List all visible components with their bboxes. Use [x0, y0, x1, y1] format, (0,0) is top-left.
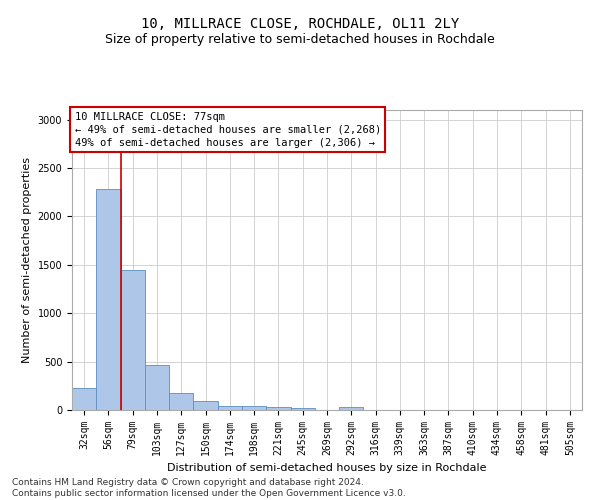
Bar: [290, 408, 315, 410]
Bar: [218, 406, 242, 410]
Bar: [121, 270, 145, 410]
Text: Size of property relative to semi-detached houses in Rochdale: Size of property relative to semi-detach…: [105, 32, 495, 46]
Text: 10 MILLRACE CLOSE: 77sqm
← 49% of semi-detached houses are smaller (2,268)
49% o: 10 MILLRACE CLOSE: 77sqm ← 49% of semi-d…: [74, 112, 381, 148]
Bar: [145, 366, 169, 410]
Text: 10, MILLRACE CLOSE, ROCHDALE, OL11 2LY: 10, MILLRACE CLOSE, ROCHDALE, OL11 2LY: [141, 18, 459, 32]
Bar: [193, 402, 218, 410]
Text: Contains HM Land Registry data © Crown copyright and database right 2024.
Contai: Contains HM Land Registry data © Crown c…: [12, 478, 406, 498]
Bar: [96, 190, 121, 410]
Y-axis label: Number of semi-detached properties: Number of semi-detached properties: [22, 157, 32, 363]
Bar: [266, 408, 290, 410]
Bar: [339, 407, 364, 410]
Bar: [242, 406, 266, 410]
Bar: [72, 388, 96, 410]
Bar: [169, 393, 193, 410]
X-axis label: Distribution of semi-detached houses by size in Rochdale: Distribution of semi-detached houses by …: [167, 464, 487, 473]
